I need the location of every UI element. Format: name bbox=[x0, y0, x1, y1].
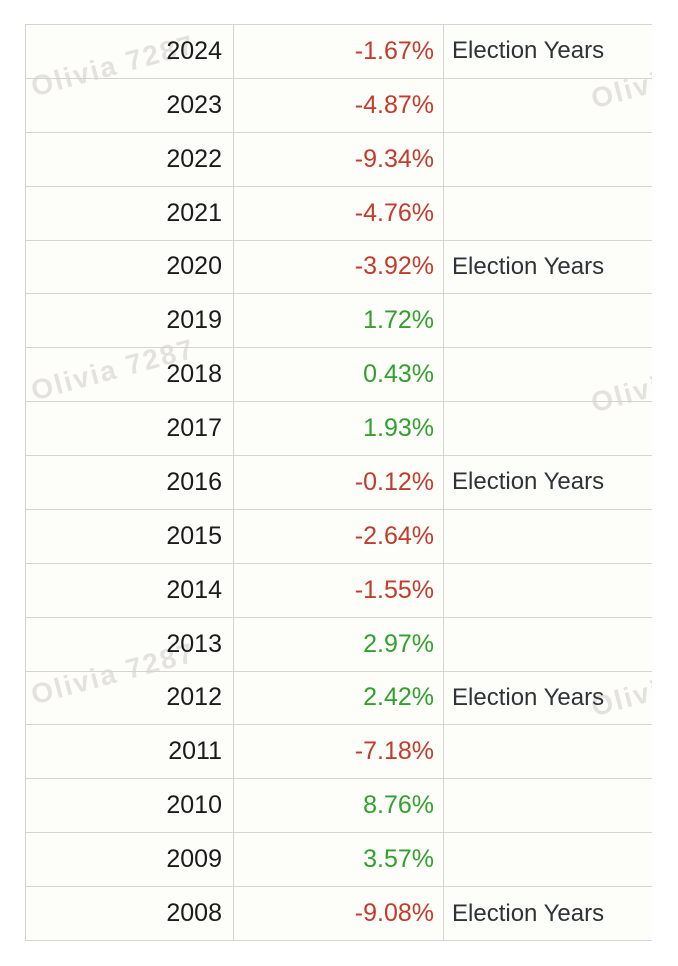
return-cell: -3.92% bbox=[233, 239, 444, 295]
return-cell: -7.18% bbox=[233, 724, 444, 780]
year-cell: 2023 bbox=[25, 77, 234, 133]
return-cell: -4.87% bbox=[233, 77, 444, 133]
note-cell bbox=[443, 832, 652, 887]
table-row: 2019 1.72% bbox=[25, 293, 652, 349]
note-cell bbox=[443, 77, 652, 133]
note-cell bbox=[443, 347, 652, 403]
note-cell bbox=[443, 293, 652, 349]
year-cell: 2024 bbox=[25, 24, 234, 79]
return-cell: -0.12% bbox=[233, 455, 444, 510]
table-row: 2021 -4.76% bbox=[25, 185, 652, 241]
year-cell: 2018 bbox=[25, 347, 234, 403]
table-row: 2024 -1.67% Election Years bbox=[25, 24, 652, 79]
note-cell: Election Years bbox=[443, 24, 652, 79]
year-cell: 2015 bbox=[25, 508, 234, 564]
table-row: 2018 0.43% bbox=[25, 347, 652, 403]
note-cell bbox=[443, 778, 652, 834]
note-cell: Election Years bbox=[443, 670, 652, 726]
year-cell: 2011 bbox=[25, 724, 234, 780]
note-cell bbox=[443, 616, 652, 672]
table-row: 2020 -3.92% Election Years bbox=[25, 239, 652, 295]
note-cell bbox=[443, 724, 652, 780]
return-cell: -2.64% bbox=[233, 508, 444, 564]
note-cell bbox=[443, 562, 652, 618]
year-cell: 2008 bbox=[25, 886, 234, 941]
table-row: 2009 3.57% bbox=[25, 832, 652, 887]
note-cell: Election Years bbox=[443, 239, 652, 295]
year-cell: 2010 bbox=[25, 778, 234, 834]
year-cell: 2014 bbox=[25, 562, 234, 618]
note-cell bbox=[443, 131, 652, 187]
table-row: 2016 -0.12% Election Years bbox=[25, 455, 652, 510]
return-cell: 1.72% bbox=[233, 293, 444, 349]
return-cell: 3.57% bbox=[233, 832, 444, 887]
year-cell: 2013 bbox=[25, 616, 234, 672]
note-cell bbox=[443, 401, 652, 456]
table-row: 2022 -9.34% bbox=[25, 131, 652, 187]
year-cell: 2012 bbox=[25, 670, 234, 726]
return-cell: 8.76% bbox=[233, 778, 444, 834]
table-body: 2024 -1.67% Election Years 2023 -4.87% 2… bbox=[25, 24, 652, 941]
return-cell: -1.55% bbox=[233, 562, 444, 618]
table-row: 2008 -9.08% Election Years bbox=[25, 886, 652, 941]
return-cell: -4.76% bbox=[233, 185, 444, 241]
return-cell: 0.43% bbox=[233, 347, 444, 403]
note-cell: Election Years bbox=[443, 886, 652, 941]
annual-returns-panel: Olivia 7287 Olivia 7287 Olivia 7287 Oliv… bbox=[25, 24, 652, 941]
note-cell bbox=[443, 508, 652, 564]
return-cell: 2.42% bbox=[233, 670, 444, 726]
note-cell bbox=[443, 185, 652, 241]
return-cell: -9.08% bbox=[233, 886, 444, 941]
table-row: 2012 2.42% Election Years bbox=[25, 670, 652, 726]
table-row: 2023 -4.87% bbox=[25, 77, 652, 133]
table-row: 2010 8.76% bbox=[25, 778, 652, 834]
year-cell: 2016 bbox=[25, 455, 234, 510]
year-cell: 2022 bbox=[25, 131, 234, 187]
return-cell: 2.97% bbox=[233, 616, 444, 672]
year-cell: 2020 bbox=[25, 239, 234, 295]
return-cell: -9.34% bbox=[233, 131, 444, 187]
table-row: 2017 1.93% bbox=[25, 401, 652, 456]
table-row: 2014 -1.55% bbox=[25, 562, 652, 618]
note-cell: Election Years bbox=[443, 455, 652, 510]
year-cell: 2017 bbox=[25, 401, 234, 456]
year-cell: 2019 bbox=[25, 293, 234, 349]
year-cell: 2021 bbox=[25, 185, 234, 241]
table-row: 2015 -2.64% bbox=[25, 508, 652, 564]
year-cell: 2009 bbox=[25, 832, 234, 887]
return-cell: -1.67% bbox=[233, 24, 444, 79]
table-row: 2013 2.97% bbox=[25, 616, 652, 672]
annual-returns-table: 2024 -1.67% Election Years 2023 -4.87% 2… bbox=[25, 24, 652, 941]
table-row: 2011 -7.18% bbox=[25, 724, 652, 780]
return-cell: 1.93% bbox=[233, 401, 444, 456]
